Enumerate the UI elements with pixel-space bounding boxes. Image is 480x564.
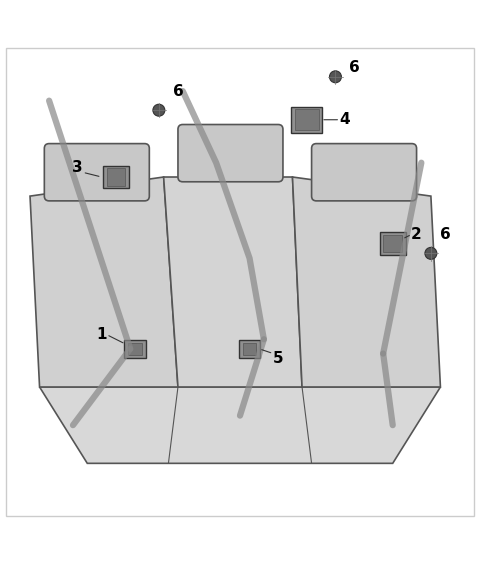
Bar (295, 109, 319, 130)
FancyBboxPatch shape (312, 144, 417, 201)
FancyBboxPatch shape (44, 144, 149, 201)
Text: 6: 6 (349, 60, 360, 75)
Bar (239, 340, 260, 358)
Circle shape (425, 248, 437, 259)
Bar (384, 235, 402, 253)
Bar (124, 340, 146, 358)
Polygon shape (292, 177, 441, 387)
Text: 4: 4 (340, 112, 350, 127)
Bar (242, 342, 256, 355)
Polygon shape (30, 177, 178, 387)
Bar (380, 232, 406, 255)
Bar (128, 342, 142, 355)
Text: 5: 5 (273, 351, 284, 366)
Text: 6: 6 (173, 83, 183, 99)
Circle shape (153, 104, 165, 116)
Text: 2: 2 (411, 227, 422, 242)
Text: 1: 1 (96, 327, 107, 342)
Text: 6: 6 (440, 227, 451, 242)
Circle shape (329, 71, 341, 83)
Bar (291, 107, 323, 133)
Bar (103, 166, 129, 188)
Bar (107, 169, 125, 186)
Polygon shape (39, 387, 441, 464)
FancyBboxPatch shape (178, 125, 283, 182)
Text: 3: 3 (72, 160, 83, 175)
Polygon shape (164, 177, 302, 387)
